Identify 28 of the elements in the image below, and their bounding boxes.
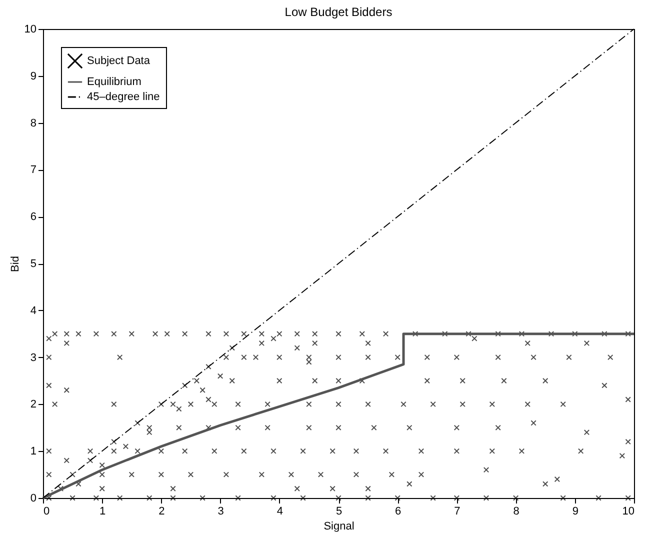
x-tick-label: 6 — [395, 506, 402, 518]
legend-label: Equilibrium — [87, 76, 142, 88]
y-tick-label: 2 — [30, 398, 36, 411]
x-tick-label: 10 — [622, 506, 634, 518]
legend-label: 45–degree line — [87, 91, 160, 103]
x-tick-label: 8 — [513, 506, 520, 518]
y-tick-label: 8 — [30, 117, 36, 130]
x-tick-label: 0 — [44, 506, 50, 518]
y-tick-label: 5 — [30, 258, 36, 270]
x-tick-label: 2 — [158, 506, 165, 518]
y-tick-label: 3 — [30, 352, 36, 364]
x-tick-label: 3 — [218, 506, 224, 518]
y-tick-label: 0 — [30, 492, 36, 504]
y-tick-label: 4 — [30, 304, 36, 317]
legend-label: Subject Data — [87, 55, 151, 67]
x-tick-label: 9 — [572, 506, 578, 518]
chart-title: Low Budget Bidders — [284, 5, 392, 19]
x-tick-label: 5 — [336, 506, 342, 518]
y-tick-label: 9 — [30, 70, 36, 82]
y-tick-label: 10 — [24, 24, 36, 36]
y-axis-title: Bid — [9, 256, 22, 272]
x-tick-label: 7 — [454, 506, 460, 518]
x-tick-label: 1 — [100, 506, 106, 518]
x-tick-label: 4 — [276, 506, 283, 518]
y-tick-label: 7 — [30, 164, 36, 176]
y-tick-label: 6 — [30, 211, 36, 224]
y-tick-label: 1 — [30, 446, 36, 458]
x-axis-title: Signal — [324, 520, 354, 532]
